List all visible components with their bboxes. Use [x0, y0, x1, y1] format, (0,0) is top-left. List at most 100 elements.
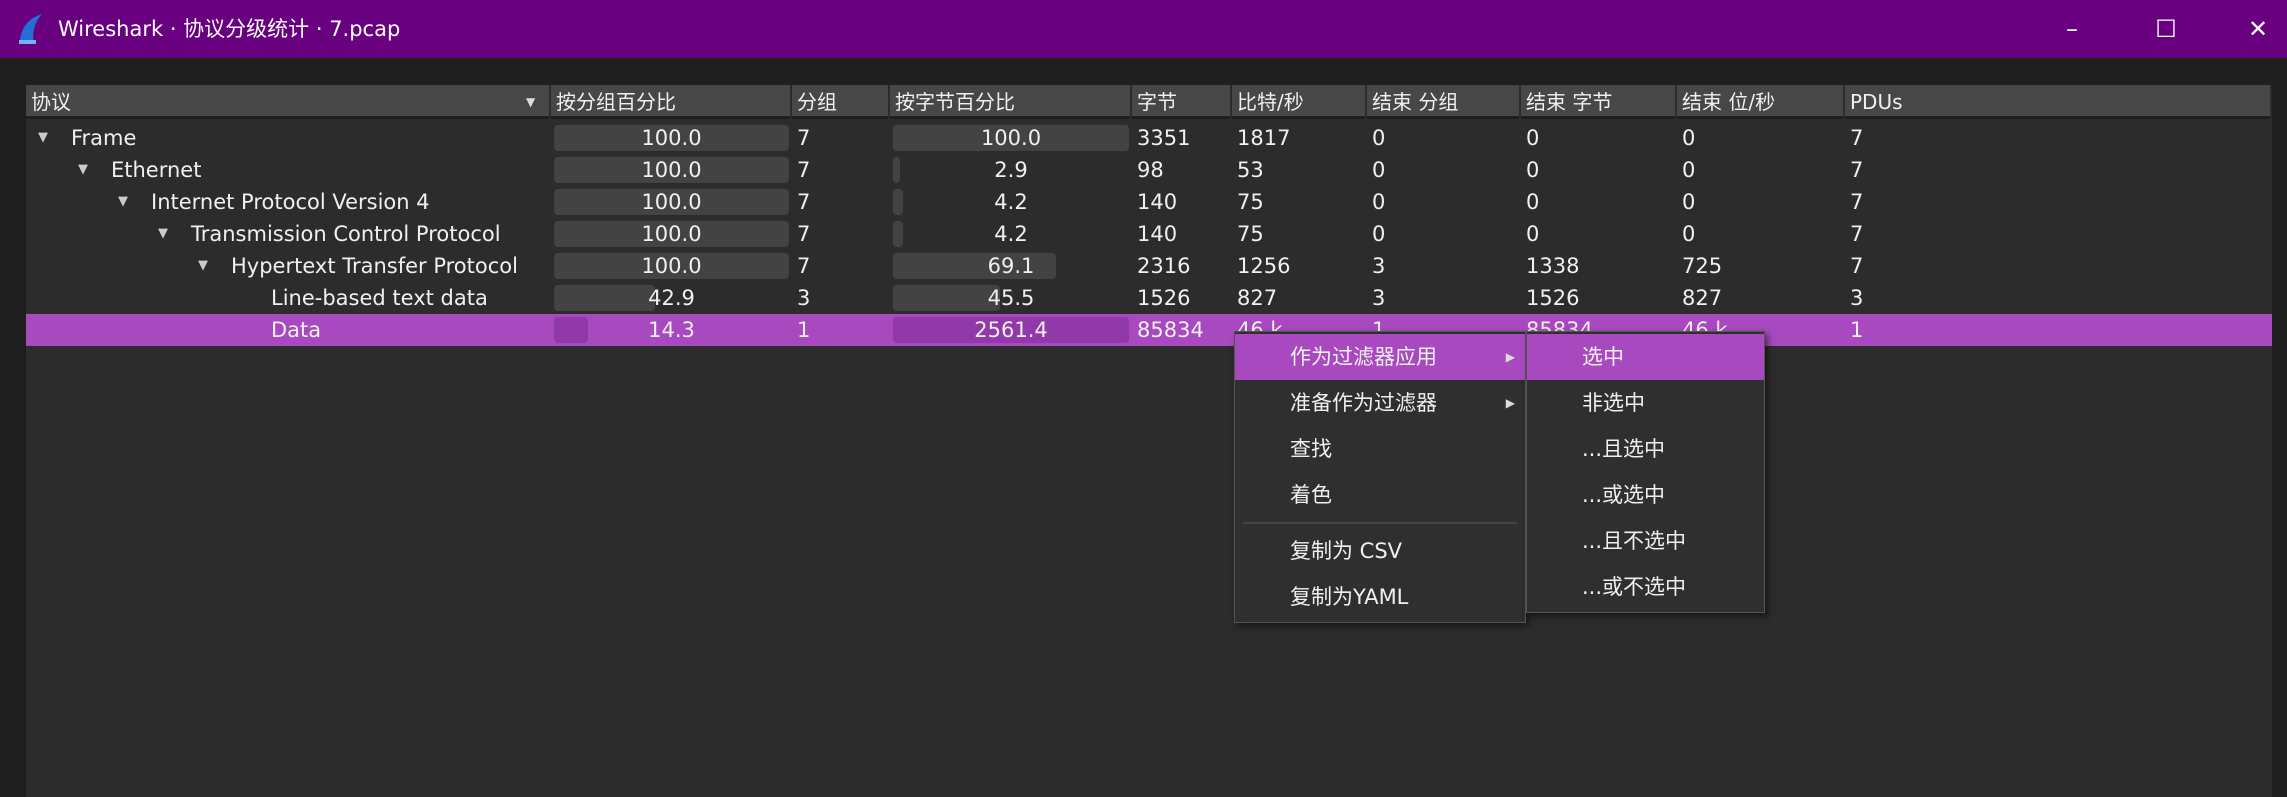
- table-row[interactable]: ▼ Frame 100.0 100.0 7 3351 1817 0 0 0 7: [26, 122, 2272, 154]
- submenu-item-label: ...或不选中: [1582, 575, 1687, 599]
- pct-packets-bar: [554, 157, 789, 183]
- protocol-name: Data: [271, 318, 322, 342]
- bps-cell: 827: [1237, 286, 1278, 310]
- context-menu-item[interactable]: 复制为YAML: [1235, 574, 1525, 620]
- table-row[interactable]: ▼ Internet Protocol Version 4 100.0 4.2 7 140…: [26, 186, 2272, 218]
- context-menu-item[interactable]: 着色: [1235, 472, 1525, 518]
- end-packets-cell: 0: [1372, 190, 1386, 214]
- pct-packets-value: 14.3: [648, 318, 695, 342]
- bps-cell: 75: [1237, 222, 1264, 246]
- context-menu-item-label: 查找: [1290, 437, 1332, 461]
- pct-packets-bar: [554, 221, 789, 247]
- header-col-pct-bytes[interactable]: 按字节百分比: [890, 85, 1132, 119]
- header-col-end-bytes[interactable]: 结束 字节: [1521, 85, 1677, 119]
- expand-arrow-icon[interactable]: ▼: [78, 162, 88, 177]
- end-bytes-cell: 0: [1526, 222, 1540, 246]
- context-menu-item-label: 准备作为过滤器: [1290, 391, 1437, 415]
- pct-packets-bar: [554, 317, 588, 343]
- submenu-item[interactable]: ...或选中: [1527, 472, 1764, 518]
- submenu-item[interactable]: ...或不选中: [1527, 564, 1764, 610]
- header-col-end-packets[interactable]: 结束 分组: [1367, 85, 1521, 119]
- maximize-icon: ☐: [2155, 15, 2177, 43]
- table-row[interactable]: ▼ Ethernet 100.0 2.9 7 98 53 0 0 0 7: [26, 154, 2272, 186]
- pct-bytes-bar: [893, 317, 1129, 343]
- pct-packets-value: 100.0: [641, 190, 702, 214]
- end-packets-cell: 0: [1372, 222, 1386, 246]
- minimize-icon: –: [2066, 15, 2078, 43]
- table-row[interactable]: ▼ Hypertext Transfer Protocol 100.0 69.1 7 23…: [26, 250, 2272, 282]
- pct-bytes-value: 69.1: [987, 254, 1035, 278]
- expand-arrow-icon[interactable]: ▼: [118, 194, 128, 209]
- end-bps-cell: 0: [1682, 190, 1696, 214]
- sort-chevron-icon[interactable]: ▼: [526, 95, 536, 109]
- header-col-packets[interactable]: 分组: [792, 85, 890, 119]
- pdus-cell: 3: [1850, 286, 1864, 310]
- header-col-end-bps[interactable]: 结束 位/秒: [1677, 85, 1845, 119]
- end-bytes-cell: 1526: [1526, 286, 1580, 310]
- packets-cell: 3: [797, 286, 811, 310]
- expand-arrow-icon[interactable]: ▼: [158, 226, 168, 241]
- pct-packets-value: 100.0: [641, 222, 702, 246]
- bytes-cell: 1526: [1137, 286, 1191, 310]
- context-menu-item[interactable]: 复制为 CSV: [1235, 528, 1525, 574]
- minimize-button[interactable]: –: [2042, 0, 2102, 58]
- pct-bytes-value: 4.2: [994, 222, 1028, 246]
- bps-cell: 1256: [1237, 254, 1291, 278]
- expand-arrow-icon[interactable]: ▼: [198, 258, 208, 273]
- pct-bytes-bar: [893, 221, 903, 247]
- pct-bytes-value: 100.0: [980, 126, 1042, 150]
- pct-packets-bar: [554, 125, 789, 151]
- submenu-item[interactable]: ...且不选中: [1527, 518, 1764, 564]
- bps-cell: 1817: [1237, 126, 1291, 150]
- protocol-name: Hypertext Transfer Protocol: [231, 254, 518, 278]
- pct-packets-value: 100.0: [641, 254, 702, 278]
- title-bar: Wireshark · 协议分级统计 · 7.pcap – ☐ ✕: [0, 0, 2287, 58]
- pct-bytes-bar: [893, 157, 900, 183]
- pdus-cell: 7: [1850, 254, 1864, 278]
- end-bps-cell: 725: [1682, 254, 1723, 278]
- pdus-cell: 7: [1850, 158, 1864, 182]
- submenu-item[interactable]: 非选中: [1527, 380, 1764, 426]
- bytes-cell: 140: [1137, 190, 1178, 214]
- header-col-bps[interactable]: 比特/秒: [1232, 85, 1367, 119]
- expand-arrow-icon[interactable]: ▼: [38, 130, 48, 145]
- submenu-item-label: ...或选中: [1582, 483, 1666, 507]
- packets-cell: 7: [797, 158, 811, 182]
- protocol-name: Ethernet: [111, 158, 202, 182]
- protocol-name: Transmission Control Protocol: [191, 222, 501, 246]
- end-packets-cell: 0: [1372, 158, 1386, 182]
- context-menu-item-label: 作为过滤器应用: [1290, 345, 1437, 369]
- pdus-cell: 7: [1850, 126, 1864, 150]
- pdus-cell: 7: [1850, 190, 1864, 214]
- pct-bytes-bar: [893, 125, 1129, 151]
- context-menu-item-label: 复制为YAML: [1290, 585, 1409, 609]
- submenu-item[interactable]: ...且选中: [1527, 426, 1764, 472]
- end-bps-cell: 827: [1682, 286, 1723, 310]
- pct-bytes-value: 45.5: [987, 286, 1035, 310]
- table-row[interactable]: Line-based text data 42.9 45.5 3 1526 827 3 152…: [26, 282, 2272, 314]
- end-bps-cell: 0: [1682, 158, 1696, 182]
- end-bytes-cell: 0: [1526, 190, 1540, 214]
- pct-bytes-value: 2561.4: [974, 318, 1048, 342]
- context-menu-item[interactable]: 作为过滤器应用 ▶: [1235, 334, 1525, 380]
- submenu-item[interactable]: 选中: [1527, 334, 1764, 380]
- pct-bytes-bar: [893, 285, 1000, 311]
- close-button[interactable]: ✕: [2228, 0, 2287, 58]
- table-row[interactable]: ▼ Transmission Control Protocol 100.0 4.2 7 1…: [26, 218, 2272, 250]
- pdus-cell: 1: [1850, 318, 1864, 342]
- header-col-pdus[interactable]: PDUs: [1845, 85, 2272, 119]
- maximize-button[interactable]: ☐: [2136, 0, 2196, 58]
- header-col-bytes[interactable]: 字节: [1132, 85, 1232, 119]
- pdus-cell: 7: [1850, 222, 1864, 246]
- context-menu-item[interactable]: 查找: [1235, 426, 1525, 472]
- context-menu-item[interactable]: 准备作为过滤器 ▶: [1235, 380, 1525, 426]
- context-menu-item-label: 复制为 CSV: [1290, 539, 1403, 563]
- header-col-protocol[interactable]: 协议: [26, 85, 551, 119]
- window-title: Wireshark · 协议分级统计 · 7.pcap: [58, 17, 401, 41]
- end-bytes-cell: 0: [1526, 126, 1540, 150]
- header-col-pct-packets[interactable]: 按分组百分比: [551, 85, 792, 119]
- end-packets-cell: 3: [1372, 286, 1386, 310]
- submenu-item-label: ...且不选中: [1582, 529, 1687, 553]
- end-packets-cell: 3: [1372, 254, 1386, 278]
